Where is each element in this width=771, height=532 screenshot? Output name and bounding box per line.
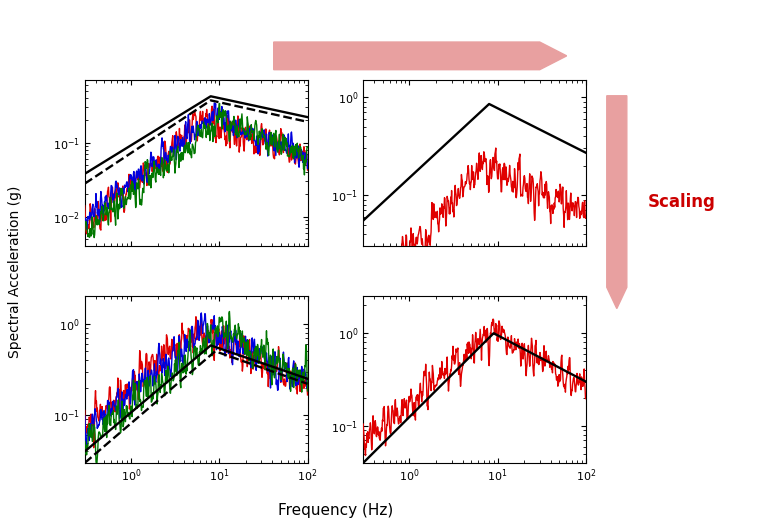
Text: SRSS: SRSS	[394, 44, 446, 62]
Text: Spectral Acceleration (g): Spectral Acceleration (g)	[8, 185, 22, 358]
Text: Scaling: Scaling	[648, 193, 715, 211]
Text: Frequency (Hz): Frequency (Hz)	[278, 503, 393, 518]
